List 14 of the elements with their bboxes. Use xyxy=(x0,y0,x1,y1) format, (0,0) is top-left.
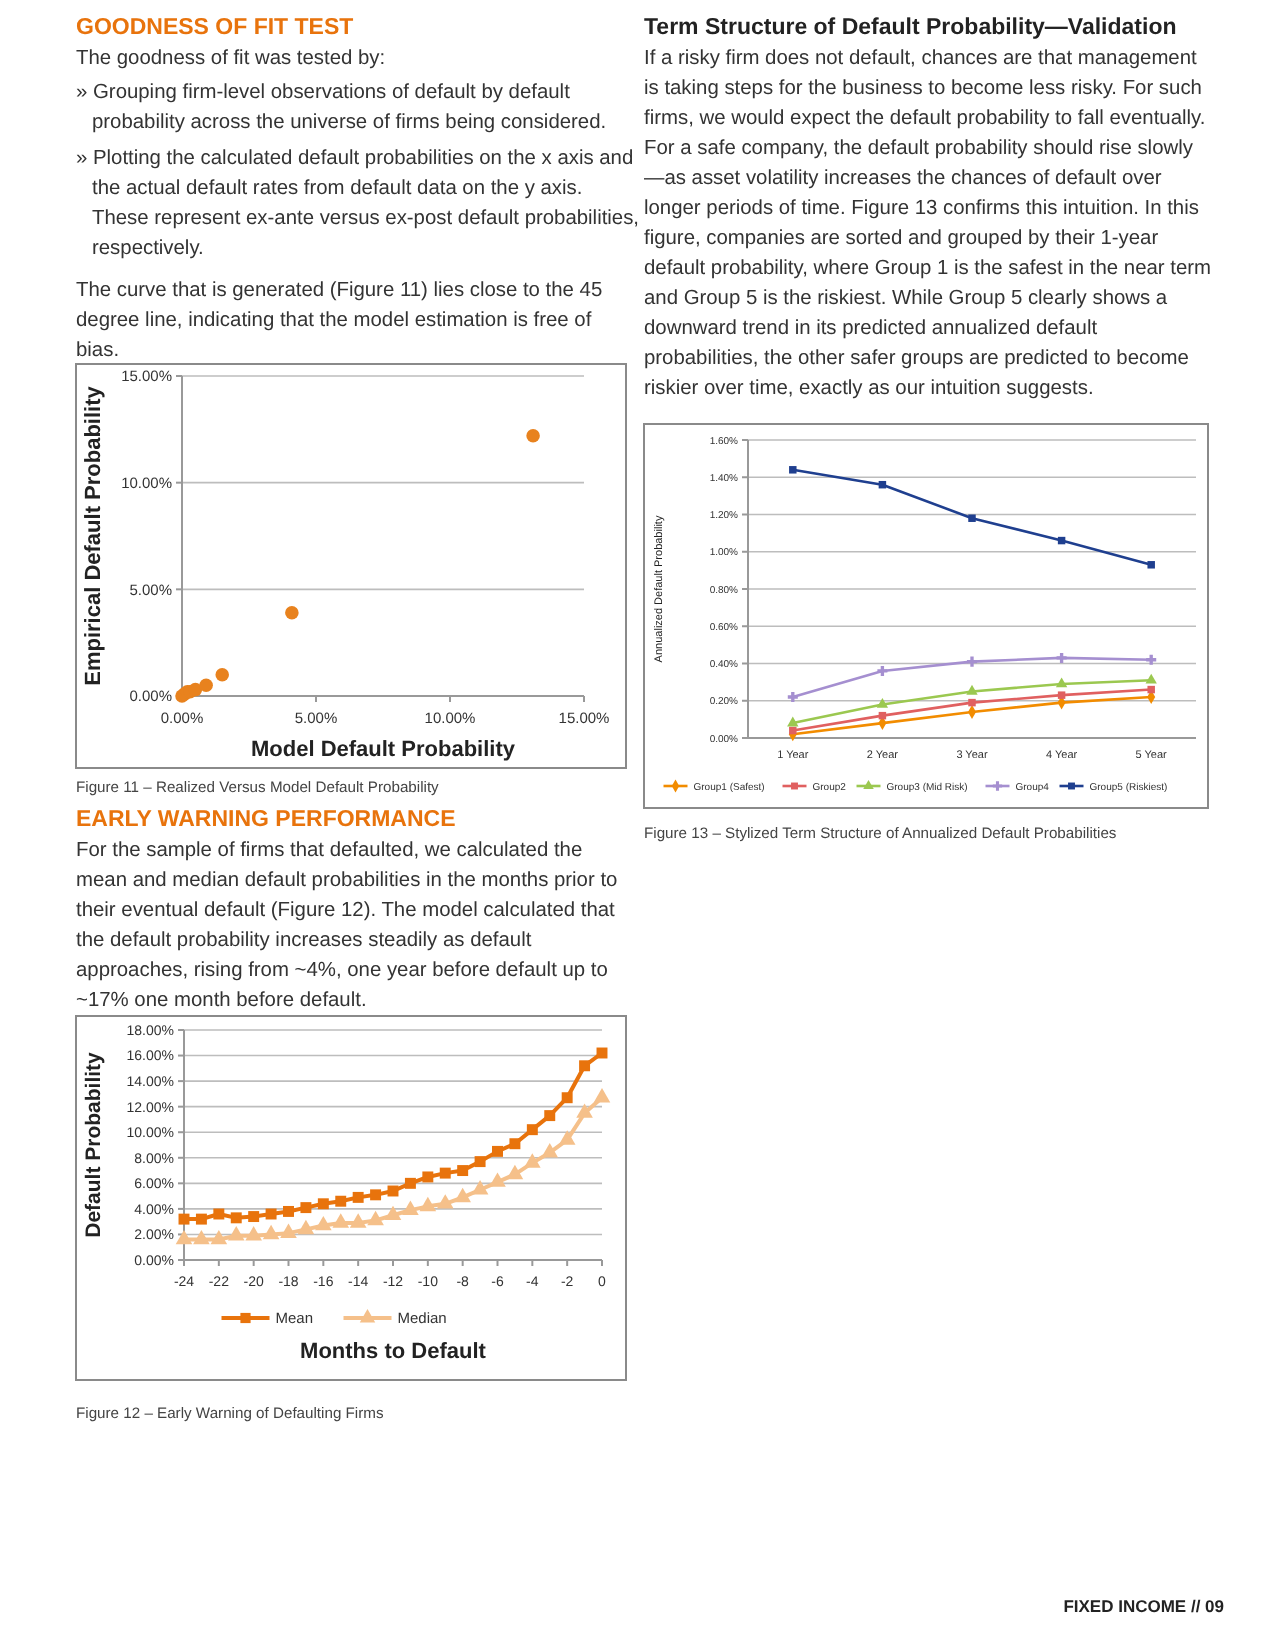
text: The curve that is generated (Figure 11) lies close to the 45 degree line, indicating that the model estimation is free of bias. xyxy=(76,278,605,366)
x-axis-title: Months to Default xyxy=(300,1340,487,1364)
text: GOODNESS OF FIT TEST xyxy=(76,14,356,42)
text: The goodness of fit was tested by: xyxy=(76,46,388,74)
text: If a risky firm does not default, chances are that management is taking steps for the business to become less risky. For such firms, we would expect the default probability to fall eventually. For a safe company, the default probability should rise slowly—as asset volatility increases the chances of default over longer periods of time. Figure 13 confirms this intuition. In this figure, companies are sorted and grouped by their 1-year default probability, where Group 1 is the safest in the near term and Group 5 is the riskiest. While Group 5 clearly shows a downward trend in its predicted annualized default probabilities, the other safer groups are predicted to become riskier over time, exactly as our intuition suggests. xyxy=(644,48,1212,400)
y-axis-title: Empirical Default Probability xyxy=(82,384,106,686)
text: » Grouping firm-level observations of default by default probability across the universe of firms being considered. xyxy=(76,80,609,138)
text: FIXED INCOME // 09 xyxy=(1061,1596,1224,1616)
y-axis-title: Default Probability xyxy=(82,1051,106,1238)
text: EARLY WARNING PERFORMANCE xyxy=(76,806,458,834)
text: » Plotting the calculated default probabilities on the x axis and the actual default rates from default data on the y axis. These represent ex-ante versus ex-post default probabilities, respectively. xyxy=(76,146,642,264)
text: For the sample of firms that defaulted, we calculated the mean and median default probabilities in the months prior to their eventual default (Figure 12). The model calculated that the default probability increases steadily as default approaches, rising from ~4%, one year before default up to ~17% one month before default. xyxy=(76,838,620,1016)
x-axis-title: Model Default Probability xyxy=(250,738,517,762)
text: Term Structure of Default Probability—Validation xyxy=(644,14,1179,42)
